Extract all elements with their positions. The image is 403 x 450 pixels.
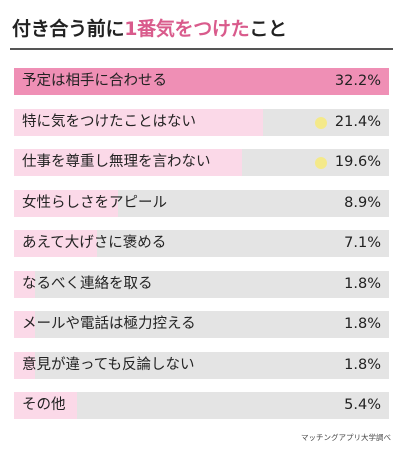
bar bbox=[14, 311, 35, 338]
bar-row: 予定は相手に合わせる 32.2% bbox=[14, 68, 389, 95]
value-label: 8.9% bbox=[344, 195, 381, 211]
title-suffix: こと bbox=[249, 18, 287, 40]
category-label: 予定は相手に合わせる bbox=[22, 73, 167, 89]
value-label: 1.8% bbox=[344, 276, 381, 292]
bar bbox=[14, 109, 264, 136]
value-label: 1.8% bbox=[344, 357, 381, 373]
bar-row: 女性らしさをアピール 8.9% bbox=[14, 190, 389, 217]
bar-row: あえて大げさに褒める 7.1% bbox=[14, 230, 389, 257]
bar-chart: 予定は相手に合わせる 32.2% 特に気をつけたことはない 21.4% 仕事を尊重し無理… bbox=[14, 68, 389, 428]
highlight-dot-icon bbox=[315, 117, 327, 129]
category-label: 女性らしさをアピール bbox=[22, 195, 167, 211]
bar-row: その他 5.4% bbox=[14, 392, 389, 419]
bar bbox=[14, 352, 35, 379]
bar bbox=[14, 271, 35, 298]
bar-row: 意見が違っても反論しない 1.8% bbox=[14, 352, 389, 379]
category-label: 仕事を尊重し無理を言わない bbox=[22, 154, 211, 170]
title-underline bbox=[10, 48, 393, 50]
bar-row: 特に気をつけたことはない 21.4% bbox=[14, 109, 389, 136]
category-label: あえて大げさに褒める bbox=[22, 235, 167, 251]
value-label: 5.4% bbox=[344, 397, 381, 413]
value-label: 21.4% bbox=[334, 114, 381, 130]
bar-row: 仕事を尊重し無理を言わない 19.6% bbox=[14, 149, 389, 176]
source-note: マッチングアプリ大学調べ bbox=[301, 433, 391, 442]
bar bbox=[14, 149, 243, 176]
category-label: なるべく連絡を取る bbox=[22, 276, 153, 292]
title-highlight: 1番気をつけた bbox=[124, 18, 250, 40]
category-label: その他 bbox=[22, 397, 66, 413]
chart-title: 付き合う前に1番気をつけたこと bbox=[12, 14, 287, 41]
value-label: 32.2% bbox=[334, 73, 381, 89]
category-label: 特に気をつけたことはない bbox=[22, 114, 196, 130]
bar bbox=[14, 68, 389, 95]
highlight-dot-icon bbox=[315, 157, 327, 169]
value-label: 19.6% bbox=[334, 154, 381, 170]
value-label: 1.8% bbox=[344, 316, 381, 332]
bar-row: なるべく連絡を取る 1.8% bbox=[14, 271, 389, 298]
category-label: メールや電話は極力控える bbox=[22, 316, 196, 332]
bar bbox=[14, 392, 77, 419]
bar-row: メールや電話は極力控える 1.8% bbox=[14, 311, 389, 338]
bar bbox=[14, 230, 97, 257]
title-prefix: 付き合う前に bbox=[12, 18, 125, 40]
value-label: 7.1% bbox=[344, 235, 381, 251]
category-label: 意見が違っても反論しない bbox=[22, 357, 195, 373]
bar bbox=[14, 190, 118, 217]
